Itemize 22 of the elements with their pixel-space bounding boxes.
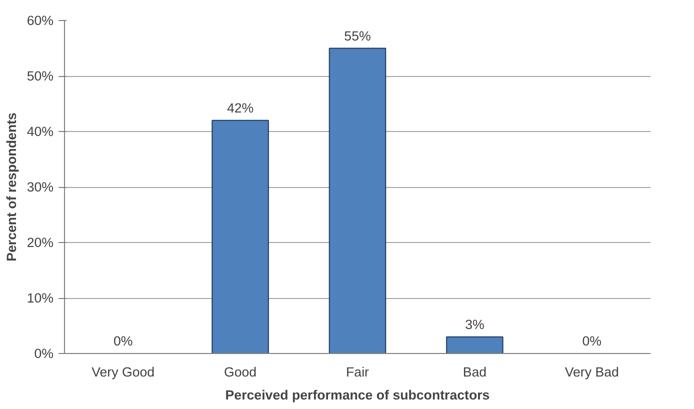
data-label: 0% [113,334,133,348]
y-tick-label: 30% [26,180,54,194]
data-label: 42% [226,100,254,116]
y-tick-label: 20% [26,235,54,250]
x-tick-label: Very Bad [564,364,619,380]
y-tick-label: 60% [26,13,54,28]
y-tick-label: 50% [26,68,54,84]
x-axis-title: Perceived performance of subcontractors [225,388,490,402]
y-tick-label: 0% [34,346,54,361]
x-tick-label: Bad [462,364,487,380]
data-label: 55% [344,28,371,44]
x-tick-label: Fair [346,364,370,380]
y-tick-label: 10% [26,290,54,306]
x-tick-label: Good [224,364,257,380]
y-axis-title: Percent of respondents [4,112,19,262]
bar [446,336,504,354]
y-tick-label: 40% [26,124,54,139]
bar [328,48,386,354]
data-label: 3% [465,316,484,332]
bar [212,120,269,354]
data-label: 0% [582,334,602,348]
x-tick-label: Very Good [92,364,155,380]
